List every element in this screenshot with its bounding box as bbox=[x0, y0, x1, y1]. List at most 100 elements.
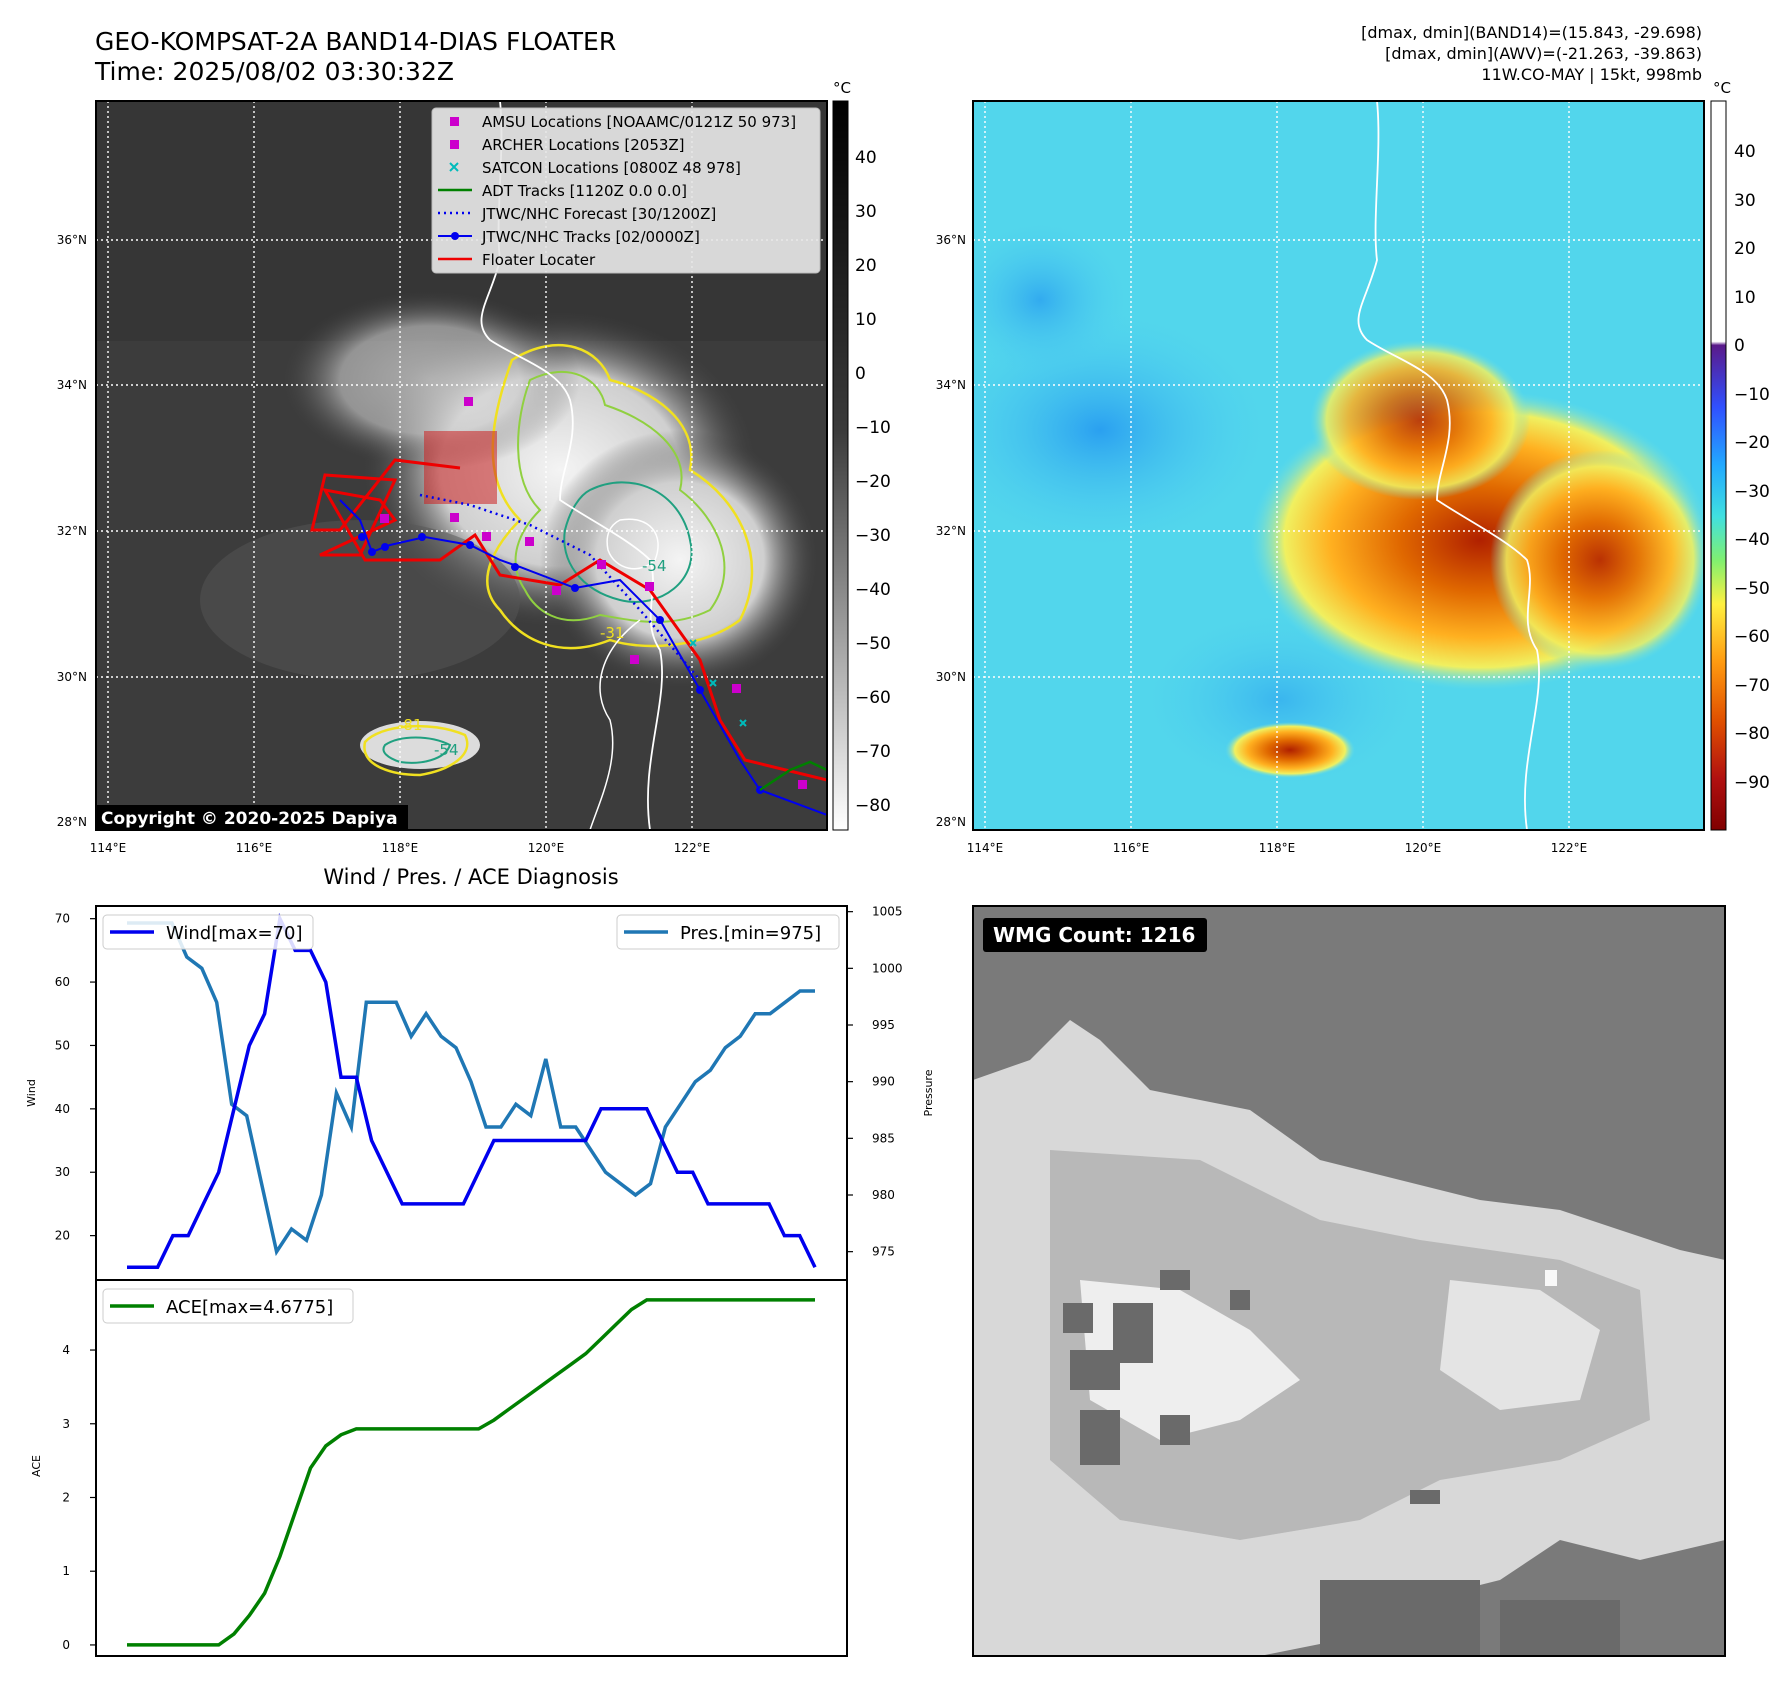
wv-lon-122: 122°E bbox=[1551, 841, 1588, 855]
wmg-imagery bbox=[973, 906, 1725, 1656]
ir-legend: AMSU Locations [NOAAMC/0121Z 50 973] ARC… bbox=[431, 107, 821, 274]
ir-cb-tick: −30 bbox=[855, 526, 891, 546]
pressure-tick-label: 990 bbox=[872, 1075, 895, 1089]
wv-cb-tick: −60 bbox=[1734, 627, 1770, 647]
pressure-tick-label: 995 bbox=[872, 1018, 895, 1032]
legend-forecast: JTWC/NHC Forecast [30/1200Z] bbox=[481, 205, 716, 223]
wv-gridlines bbox=[973, 101, 1704, 830]
pressure-tick-label: 985 bbox=[872, 1131, 895, 1145]
wmg-panel: WMG Count: 1216 bbox=[972, 905, 1726, 1657]
ace-tick-label: 0 bbox=[62, 1638, 70, 1652]
contour-label-4: -54 bbox=[434, 741, 459, 759]
wind-tick-label: 30 bbox=[55, 1165, 70, 1179]
wind-tick-label: 60 bbox=[55, 975, 70, 989]
ir-cb-tick: 10 bbox=[855, 310, 877, 330]
ir-cb-tick: 40 bbox=[855, 148, 877, 168]
wv-lat-28: 28°N bbox=[936, 815, 966, 829]
contour-label-1: -54 bbox=[642, 557, 667, 575]
wv-cb-tick: −70 bbox=[1734, 676, 1770, 696]
wind-legend: Wind[max=70] bbox=[102, 914, 314, 950]
wv-lat-36: 36°N bbox=[936, 233, 966, 247]
pressure-tick-label: 980 bbox=[872, 1188, 895, 1202]
ir-colorbar-unit: °C bbox=[833, 79, 851, 97]
info-storm: 11W.CO-MAY | 15kt, 998mb bbox=[1481, 65, 1702, 84]
wv-cb-tick: −30 bbox=[1734, 482, 1770, 502]
ace-line bbox=[127, 1298, 815, 1647]
legend-satcon: SATCON Locations [0800Z 48 978] bbox=[482, 159, 741, 177]
wind-tick-label: 50 bbox=[55, 1038, 70, 1052]
legend-jtwc-tracks: JTWC/NHC Tracks [02/0000Z] bbox=[481, 228, 700, 246]
pressure-tick-label: 975 bbox=[872, 1245, 895, 1259]
wv-cb-tick: 30 bbox=[1734, 191, 1756, 211]
pressure-ticks: 975 980 985 990 995 1000 1005 bbox=[847, 905, 903, 1259]
ir-cb-tick: −80 bbox=[855, 796, 891, 816]
wv-cb-tick: −80 bbox=[1734, 724, 1770, 744]
ir-lon-116: 116°E bbox=[236, 841, 273, 855]
ir-lon-114: 114°E bbox=[90, 841, 127, 855]
legend-amsu: AMSU Locations [NOAAMC/0121Z 50 973] bbox=[482, 113, 796, 131]
ace-legend: ACE[max=4.6775] bbox=[102, 1288, 354, 1324]
ir-cb-tick: −60 bbox=[855, 688, 891, 708]
wv-colorbar-ticks: 40 30 20 10 0 −10 −20 −30 −40 −50 −60 −7… bbox=[1734, 142, 1770, 793]
ir-cb-tick: 20 bbox=[855, 256, 877, 276]
pressure-axis-label: Pressure bbox=[922, 1069, 935, 1116]
floater-locator-box bbox=[424, 431, 497, 504]
figure-title: GEO-KOMPSAT-2A BAND14-DIAS FLOATER bbox=[95, 27, 616, 56]
wv-cb-tick: 0 bbox=[1734, 336, 1745, 356]
ace-tick-label: 2 bbox=[62, 1490, 70, 1504]
ir-colorbar-ticks: 40 30 20 10 0 −10 −20 −30 −40 −50 −60 −7… bbox=[855, 148, 891, 816]
ir-cb-tick: −10 bbox=[855, 418, 891, 438]
wv-cb-tick: 20 bbox=[1734, 239, 1756, 259]
wind-ticks: 20 30 40 50 60 70 bbox=[55, 912, 96, 1243]
ir-lat-28: 28°N bbox=[57, 815, 87, 829]
wind-tick-label: 40 bbox=[55, 1102, 70, 1116]
ir-lon-118: 118°E bbox=[382, 841, 419, 855]
wv-map-panel: 36°N 34°N 32°N 30°N 28°N 114°E 116°E 118… bbox=[936, 79, 1770, 855]
diagnosis-title: Wind / Pres. / ACE Diagnosis bbox=[323, 865, 618, 889]
wv-cb-tick: 10 bbox=[1734, 288, 1756, 308]
ir-cb-tick: 30 bbox=[855, 202, 877, 222]
wv-lon-118: 118°E bbox=[1259, 841, 1296, 855]
wv-cb-tick: −90 bbox=[1734, 773, 1770, 793]
ace-axes bbox=[95, 1279, 848, 1657]
legend-adt: ADT Tracks [1120Z 0.0 0.0] bbox=[482, 182, 687, 200]
ace-legend-label: ACE[max=4.6775] bbox=[166, 1297, 333, 1318]
legend-floater: Floater Locater bbox=[482, 251, 596, 269]
ir-lon-120: 120°E bbox=[528, 841, 565, 855]
ir-lat-34: 34°N bbox=[57, 378, 87, 392]
info-band14: [dmax, dmin](BAND14)=(15.843, -29.698) bbox=[1361, 23, 1702, 42]
info-awv: [dmax, dmin](AWV)=(-21.263, -39.863) bbox=[1385, 44, 1702, 63]
pressure-tick-label: 1005 bbox=[872, 905, 903, 919]
ace-series-line bbox=[127, 1298, 815, 1647]
wv-colorbar-unit: °C bbox=[1713, 79, 1731, 97]
wv-cb-tick: −50 bbox=[1734, 579, 1770, 599]
ir-cb-tick: −20 bbox=[855, 472, 891, 492]
wind-tick-label: 70 bbox=[55, 912, 70, 926]
pressure-tick-label: 1000 bbox=[872, 961, 903, 975]
wv-lat-30: 30°N bbox=[936, 670, 966, 684]
pressure-legend-label: Pres.[min=975] bbox=[680, 923, 821, 944]
wind-pressure-lines bbox=[127, 912, 817, 1270]
wind-tick-label: 20 bbox=[55, 1229, 70, 1243]
ir-lat-30: 30°N bbox=[57, 670, 87, 684]
wind-series-line bbox=[127, 912, 817, 1270]
ir-cb-tick: −50 bbox=[855, 634, 891, 654]
wmg-count-badge: WMG Count: 1216 bbox=[993, 923, 1195, 947]
figure-time: Time: 2025/08/02 03:30:32Z bbox=[94, 57, 454, 86]
wind-axis-label: Wind bbox=[25, 1079, 38, 1107]
wv-lon-116: 116°E bbox=[1113, 841, 1150, 855]
wv-cb-tick: −10 bbox=[1734, 385, 1770, 405]
wind-legend-label: Wind[max=70] bbox=[166, 923, 303, 944]
pressure-legend: Pres.[min=975] bbox=[616, 914, 840, 950]
ir-colorbar bbox=[832, 100, 849, 831]
wv-cb-tick: 40 bbox=[1734, 142, 1756, 162]
contour-label-2: -31 bbox=[600, 624, 625, 642]
ir-map-panel: -54 -31 -81 -54 Copyright © 2020-2025 Da… bbox=[57, 79, 891, 855]
wv-cb-tick: −40 bbox=[1734, 530, 1770, 550]
ir-lon-122: 122°E bbox=[674, 841, 711, 855]
wv-lat-32: 32°N bbox=[936, 524, 966, 538]
ace-tick-label: 4 bbox=[62, 1343, 70, 1357]
ir-cb-tick: −40 bbox=[855, 580, 891, 600]
ace-axis-label: ACE bbox=[30, 1455, 43, 1477]
